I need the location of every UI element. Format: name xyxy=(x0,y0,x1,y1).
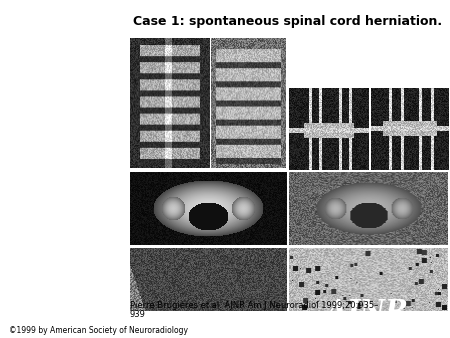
Text: Pierre Brugières et al. AJNR Am J Neuroradiol 1999;20:935–: Pierre Brugières et al. AJNR Am J Neuror… xyxy=(130,300,378,310)
Text: Case 1: spontaneous spinal cord herniation.: Case 1: spontaneous spinal cord herniati… xyxy=(133,15,442,28)
Text: ©1999 by American Society of Neuroradiology: ©1999 by American Society of Neuroradiol… xyxy=(9,325,188,335)
Text: AJNR: AJNR xyxy=(326,299,409,326)
Text: 939: 939 xyxy=(130,310,146,319)
Text: AMERICAN JOURNAL OF NEURORADIOLOGY: AMERICAN JOURNAL OF NEURORADIOLOGY xyxy=(357,327,450,332)
